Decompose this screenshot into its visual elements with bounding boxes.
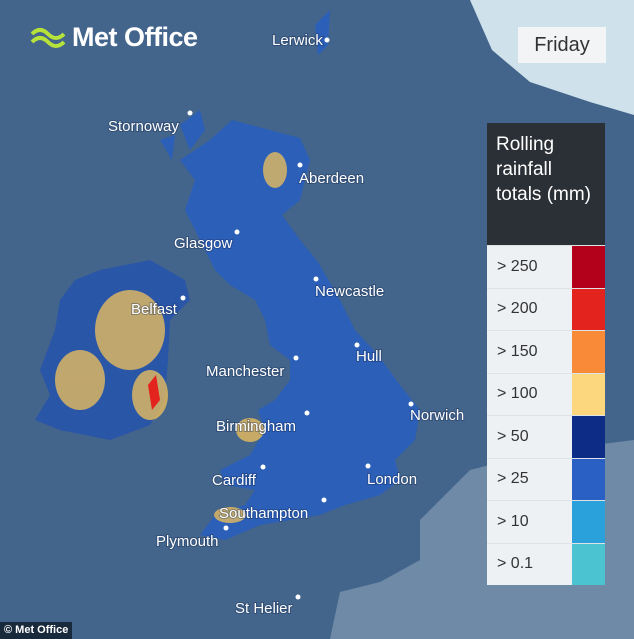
city-label: Glasgow xyxy=(174,235,233,252)
legend: Rolling rainfall totals (mm) > 250 > 200 >… xyxy=(487,123,605,585)
city-dot xyxy=(234,229,240,235)
legend-row: > 0.1 xyxy=(487,542,605,585)
legend-swatch xyxy=(572,373,605,415)
legend-label: > 50 xyxy=(497,427,529,445)
legend-label: > 150 xyxy=(497,342,538,360)
city-dot xyxy=(297,162,303,168)
legend-swatch xyxy=(572,543,605,585)
logo: Met Office xyxy=(30,22,198,53)
city-dot xyxy=(324,37,330,43)
legend-row: > 25 xyxy=(487,457,605,500)
city-label: St Helier xyxy=(235,600,293,617)
city-dot xyxy=(354,342,360,348)
legend-label: > 10 xyxy=(497,512,529,530)
city-dot xyxy=(304,410,310,416)
great-britain xyxy=(180,120,420,540)
city-label: London xyxy=(367,471,417,488)
city-dot xyxy=(223,525,229,531)
islands xyxy=(160,10,330,160)
legend-label: > 0.1 xyxy=(497,555,534,573)
city-dot xyxy=(293,355,299,361)
city-labels: Lerwick Stornoway Aberdeen Glasgow Belfa… xyxy=(107,31,465,618)
legend-title: Rolling rainfall totals (mm) xyxy=(487,123,605,245)
legend-swatch xyxy=(572,288,605,330)
legend-row: > 150 xyxy=(487,330,605,373)
city-dots xyxy=(180,37,414,600)
logo-text: Met Office xyxy=(72,22,198,52)
legend-row: > 100 xyxy=(487,372,605,415)
legend-row: > 250 xyxy=(487,245,605,288)
city-label: Plymouth xyxy=(156,533,219,550)
legend-row: > 200 xyxy=(487,287,605,330)
city-dot xyxy=(187,110,193,116)
city-dot xyxy=(321,497,327,503)
city-dot xyxy=(295,594,301,600)
city-label: Cardiff xyxy=(212,472,257,489)
city-label: Norwich xyxy=(410,407,464,424)
extreme-rain xyxy=(148,375,160,410)
heavy-rain xyxy=(55,152,287,523)
city-label: Southampton xyxy=(219,505,308,522)
city-dot xyxy=(313,276,319,282)
legend-label: > 25 xyxy=(497,470,529,488)
legend-row: > 50 xyxy=(487,415,605,458)
legend-swatch xyxy=(572,501,605,543)
city-label: Newcastle xyxy=(315,283,384,300)
day-label: Friday xyxy=(518,27,606,63)
legend-swatch xyxy=(572,416,605,458)
city-label: Hull xyxy=(356,348,382,365)
city-label: Stornoway xyxy=(108,118,179,135)
city-dot xyxy=(408,401,414,407)
legend-label: > 100 xyxy=(497,385,538,403)
city-dot xyxy=(365,463,371,469)
city-label: Aberdeen xyxy=(299,170,364,187)
legend-label: > 250 xyxy=(497,257,538,275)
legend-swatch xyxy=(572,331,605,373)
legend-swatch xyxy=(572,458,605,500)
city-label: Birmingham xyxy=(216,418,296,435)
legend-label: > 200 xyxy=(497,300,538,318)
credit: © Met Office xyxy=(0,622,73,639)
legend-row: > 10 xyxy=(487,500,605,543)
logo-icon xyxy=(30,27,66,48)
city-dot xyxy=(260,464,266,470)
city-label: Belfast xyxy=(131,301,178,318)
city-label: Manchester xyxy=(206,363,284,380)
city-dot xyxy=(180,295,186,301)
city-label: Lerwick xyxy=(272,32,323,49)
legend-swatch xyxy=(572,246,605,288)
